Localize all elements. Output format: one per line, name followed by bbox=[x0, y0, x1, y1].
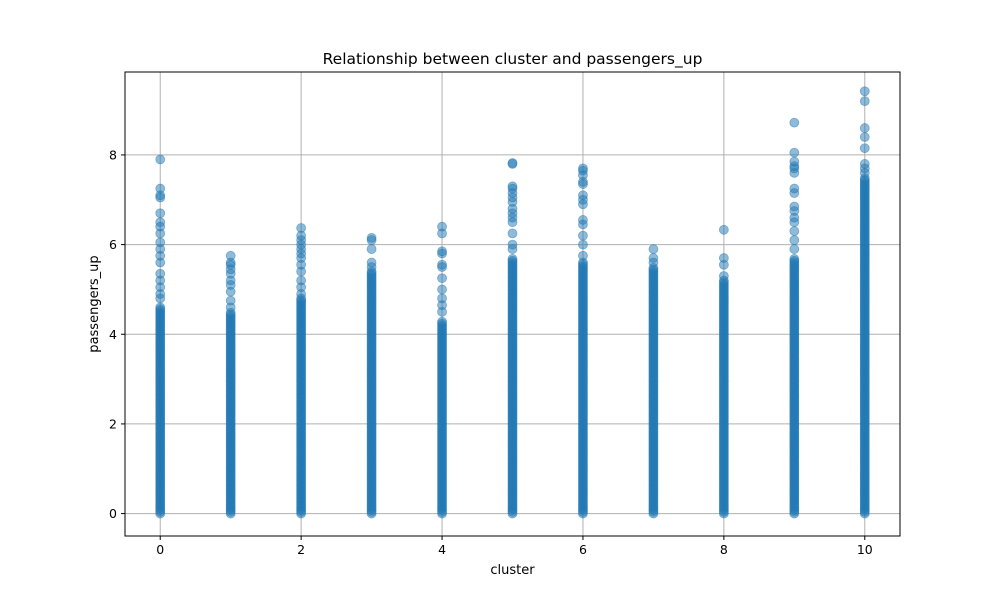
scatter-point bbox=[437, 246, 447, 257]
scatter-point bbox=[225, 295, 236, 306]
scatter-point bbox=[507, 181, 518, 192]
scatter-point bbox=[578, 250, 588, 261]
x-tick-label: 0 bbox=[156, 542, 164, 557]
plot-frame bbox=[124, 71, 901, 537]
scatter-point bbox=[859, 86, 870, 97]
scatter-point bbox=[437, 273, 447, 284]
scatter-point bbox=[718, 271, 729, 281]
scatter-point bbox=[789, 254, 800, 264]
scatter-point bbox=[859, 159, 870, 169]
x-tick-label: 4 bbox=[438, 542, 446, 557]
scatter-point bbox=[859, 132, 870, 142]
y-tick-label: 8 bbox=[109, 147, 117, 162]
scatter-point bbox=[507, 228, 518, 239]
scatter-point bbox=[859, 123, 870, 133]
scatter-point bbox=[859, 143, 870, 154]
scatter-point bbox=[366, 232, 377, 243]
y-tick-label: 0 bbox=[109, 506, 117, 521]
scatter-point bbox=[296, 223, 307, 233]
scatter-point bbox=[507, 158, 518, 168]
scatter-point bbox=[789, 117, 800, 128]
scatter-point bbox=[155, 208, 166, 219]
scatter-point bbox=[578, 163, 588, 174]
scatter-point bbox=[507, 254, 518, 264]
x-tick-label: 8 bbox=[720, 542, 728, 557]
data-points bbox=[155, 86, 870, 519]
scatter-point bbox=[437, 293, 447, 304]
scatter-point bbox=[155, 217, 166, 228]
scatter-point bbox=[507, 239, 518, 250]
chart-title: Relationship between cluster and passeng… bbox=[323, 50, 703, 69]
scatter-point bbox=[789, 147, 800, 158]
y-tick-label: 2 bbox=[109, 416, 117, 431]
scatter-point bbox=[437, 259, 447, 270]
scatter-point bbox=[718, 253, 729, 263]
y-tick-label: 6 bbox=[109, 237, 117, 252]
scatter-point bbox=[648, 253, 659, 263]
scatter-point bbox=[578, 190, 588, 201]
scatter-point bbox=[718, 224, 729, 235]
x-axis-ticks: 0 2 4 6 8 10 bbox=[156, 536, 873, 557]
scatter-point bbox=[789, 226, 800, 237]
y-axis-label: passengers_up bbox=[87, 255, 102, 352]
scatter-point bbox=[789, 244, 800, 254]
x-tick-label: 2 bbox=[297, 542, 305, 557]
y-tick-label: 4 bbox=[109, 327, 117, 342]
scatter-point bbox=[296, 275, 307, 286]
scatter-point bbox=[789, 235, 800, 246]
scatter-point bbox=[578, 239, 588, 250]
scatter-point bbox=[789, 183, 800, 194]
scatter-point bbox=[578, 215, 588, 225]
scatter-point bbox=[225, 250, 236, 261]
x-axis-label: cluster bbox=[490, 563, 535, 578]
scatter-point bbox=[155, 154, 166, 165]
x-tick-label: 10 bbox=[857, 542, 873, 557]
y-axis-ticks: 0 2 4 6 8 bbox=[109, 147, 125, 521]
scatter-point bbox=[789, 156, 800, 167]
scatter-point bbox=[437, 221, 447, 232]
scatter-point bbox=[859, 96, 870, 107]
scatter-point bbox=[155, 302, 166, 313]
scatter-point bbox=[648, 244, 659, 254]
scatter-point bbox=[578, 230, 588, 241]
scatter-point bbox=[155, 237, 166, 248]
scatter-point bbox=[366, 244, 377, 254]
scatter-point bbox=[155, 268, 166, 279]
scatter-point bbox=[789, 201, 800, 212]
scatter-point bbox=[366, 257, 377, 268]
x-tick-label: 6 bbox=[579, 542, 587, 557]
scatter-point bbox=[437, 284, 447, 295]
scatter-point bbox=[437, 316, 447, 327]
scatter-point bbox=[155, 183, 166, 194]
